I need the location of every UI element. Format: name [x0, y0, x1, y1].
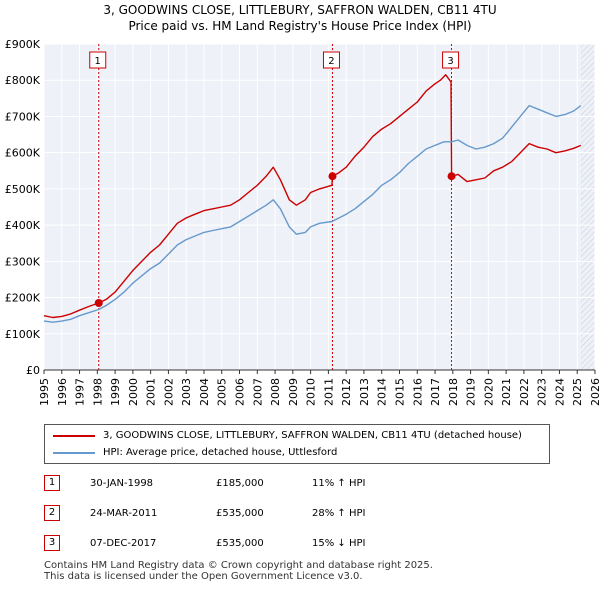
y-tick-label: £400K	[5, 219, 41, 232]
legend-swatch-property	[53, 435, 95, 437]
sale-marker-box	[322, 51, 340, 69]
sale-badge: 3	[44, 535, 60, 551]
x-tick-label: 1995	[38, 378, 51, 406]
sale-badge: 1	[44, 475, 60, 491]
sale-hpi-change: 15% ↓ HPI	[312, 538, 366, 549]
legend: 3, GOODWINS CLOSE, LITTLEBURY, SAFFRON W…	[44, 424, 550, 464]
sale-point	[447, 172, 456, 181]
x-tick-label: 2012	[340, 378, 353, 406]
y-tick-label: £300K	[5, 255, 41, 268]
legend-label-property: 3, GOODWINS CLOSE, LITTLEBURY, SAFFRON W…	[103, 430, 522, 441]
y-tick-label: £900K	[5, 38, 41, 51]
y-tick-label: £100K	[5, 328, 41, 341]
x-tick-label: 2016	[411, 378, 424, 406]
sale-marker-label: 1	[95, 56, 101, 67]
x-tick-label: 2010	[305, 378, 318, 406]
x-tick-label: 2023	[536, 378, 549, 406]
sale-marker-label: 2	[328, 56, 334, 67]
x-tick-label: 1999	[109, 378, 122, 406]
x-tick-label: 2015	[393, 378, 406, 406]
x-tick-label: 2007	[251, 378, 264, 406]
x-tick-label: 2025	[571, 378, 584, 406]
x-tick-label: 2003	[180, 378, 193, 406]
y-tick-label: £500K	[5, 183, 41, 196]
x-tick-label: 2002	[162, 378, 175, 406]
x-tick-label: 2020	[482, 378, 495, 406]
footer-copyright: Contains HM Land Registry data © Crown c…	[44, 560, 433, 571]
x-tick-label: 1998	[91, 378, 104, 406]
plot-area	[44, 44, 595, 370]
sale-marker-label: 3	[447, 56, 453, 67]
hpi-line	[43, 104, 582, 323]
x-tick-label: 2001	[145, 378, 158, 406]
x-tick-label: 1996	[56, 378, 69, 406]
x-tick-label: 2008	[269, 378, 282, 406]
x-tick-label: 2019	[465, 378, 478, 406]
footer-licence: This data is licensed under the Open Gov…	[44, 571, 363, 582]
sale-hpi-change: 28% ↑ HPI	[312, 508, 366, 519]
x-tick-label: 2013	[358, 378, 371, 406]
property-price-line	[43, 74, 582, 319]
sale-hpi-change: 11% ↑ HPI	[312, 478, 366, 489]
sale-price: £185,000	[216, 478, 264, 489]
chart-title: 3, GOODWINS CLOSE, LITTLEBURY, SAFFRON W…	[103, 3, 496, 17]
x-tick-label: 2005	[216, 378, 229, 406]
y-tick-label: £800K	[5, 74, 41, 87]
sale-point	[94, 298, 103, 307]
x-tick-label: 2011	[322, 378, 335, 406]
projection-hatch	[580, 44, 595, 370]
sale-date: 24-MAR-2011	[90, 508, 158, 519]
x-tick-label: 2018	[447, 378, 460, 406]
x-tick-label: 2021	[500, 378, 513, 406]
y-tick-label: £0	[26, 364, 40, 377]
sale-point	[328, 172, 337, 181]
x-tick-label: 2004	[198, 378, 211, 406]
price-chart: 3, GOODWINS CLOSE, LITTLEBURY, SAFFRON W…	[5, 3, 600, 406]
x-tick-label: 2022	[518, 378, 531, 406]
y-tick-label: £600K	[5, 147, 41, 160]
sale-marker-box	[442, 51, 460, 69]
legend-swatch-hpi	[53, 452, 95, 454]
sale-price: £535,000	[216, 538, 264, 549]
sale-date: 30-JAN-1998	[90, 478, 154, 489]
legend-label-hpi: HPI: Average price, detached house, Uttl…	[103, 447, 338, 458]
sale-date: 07-DEC-2017	[90, 538, 157, 549]
y-tick-label: £700K	[5, 110, 41, 123]
footer: Contains HM Land Registry data © Crown c…	[44, 560, 433, 582]
x-tick-label: 1997	[74, 378, 87, 406]
x-tick-label: 2000	[127, 378, 140, 406]
y-tick-label: £200K	[5, 292, 41, 305]
sale-marker-box	[89, 51, 107, 69]
x-tick-label: 2014	[376, 378, 389, 406]
x-tick-label: 2026	[589, 378, 600, 406]
chart-subtitle: Price paid vs. HM Land Registry's House …	[128, 19, 471, 33]
x-tick-label: 2024	[553, 378, 566, 406]
x-tick-label: 2009	[287, 378, 300, 406]
sale-badge: 2	[44, 505, 60, 521]
x-tick-label: 2017	[429, 378, 442, 406]
sale-price: £535,000	[216, 508, 264, 519]
x-tick-label: 2006	[234, 378, 247, 406]
